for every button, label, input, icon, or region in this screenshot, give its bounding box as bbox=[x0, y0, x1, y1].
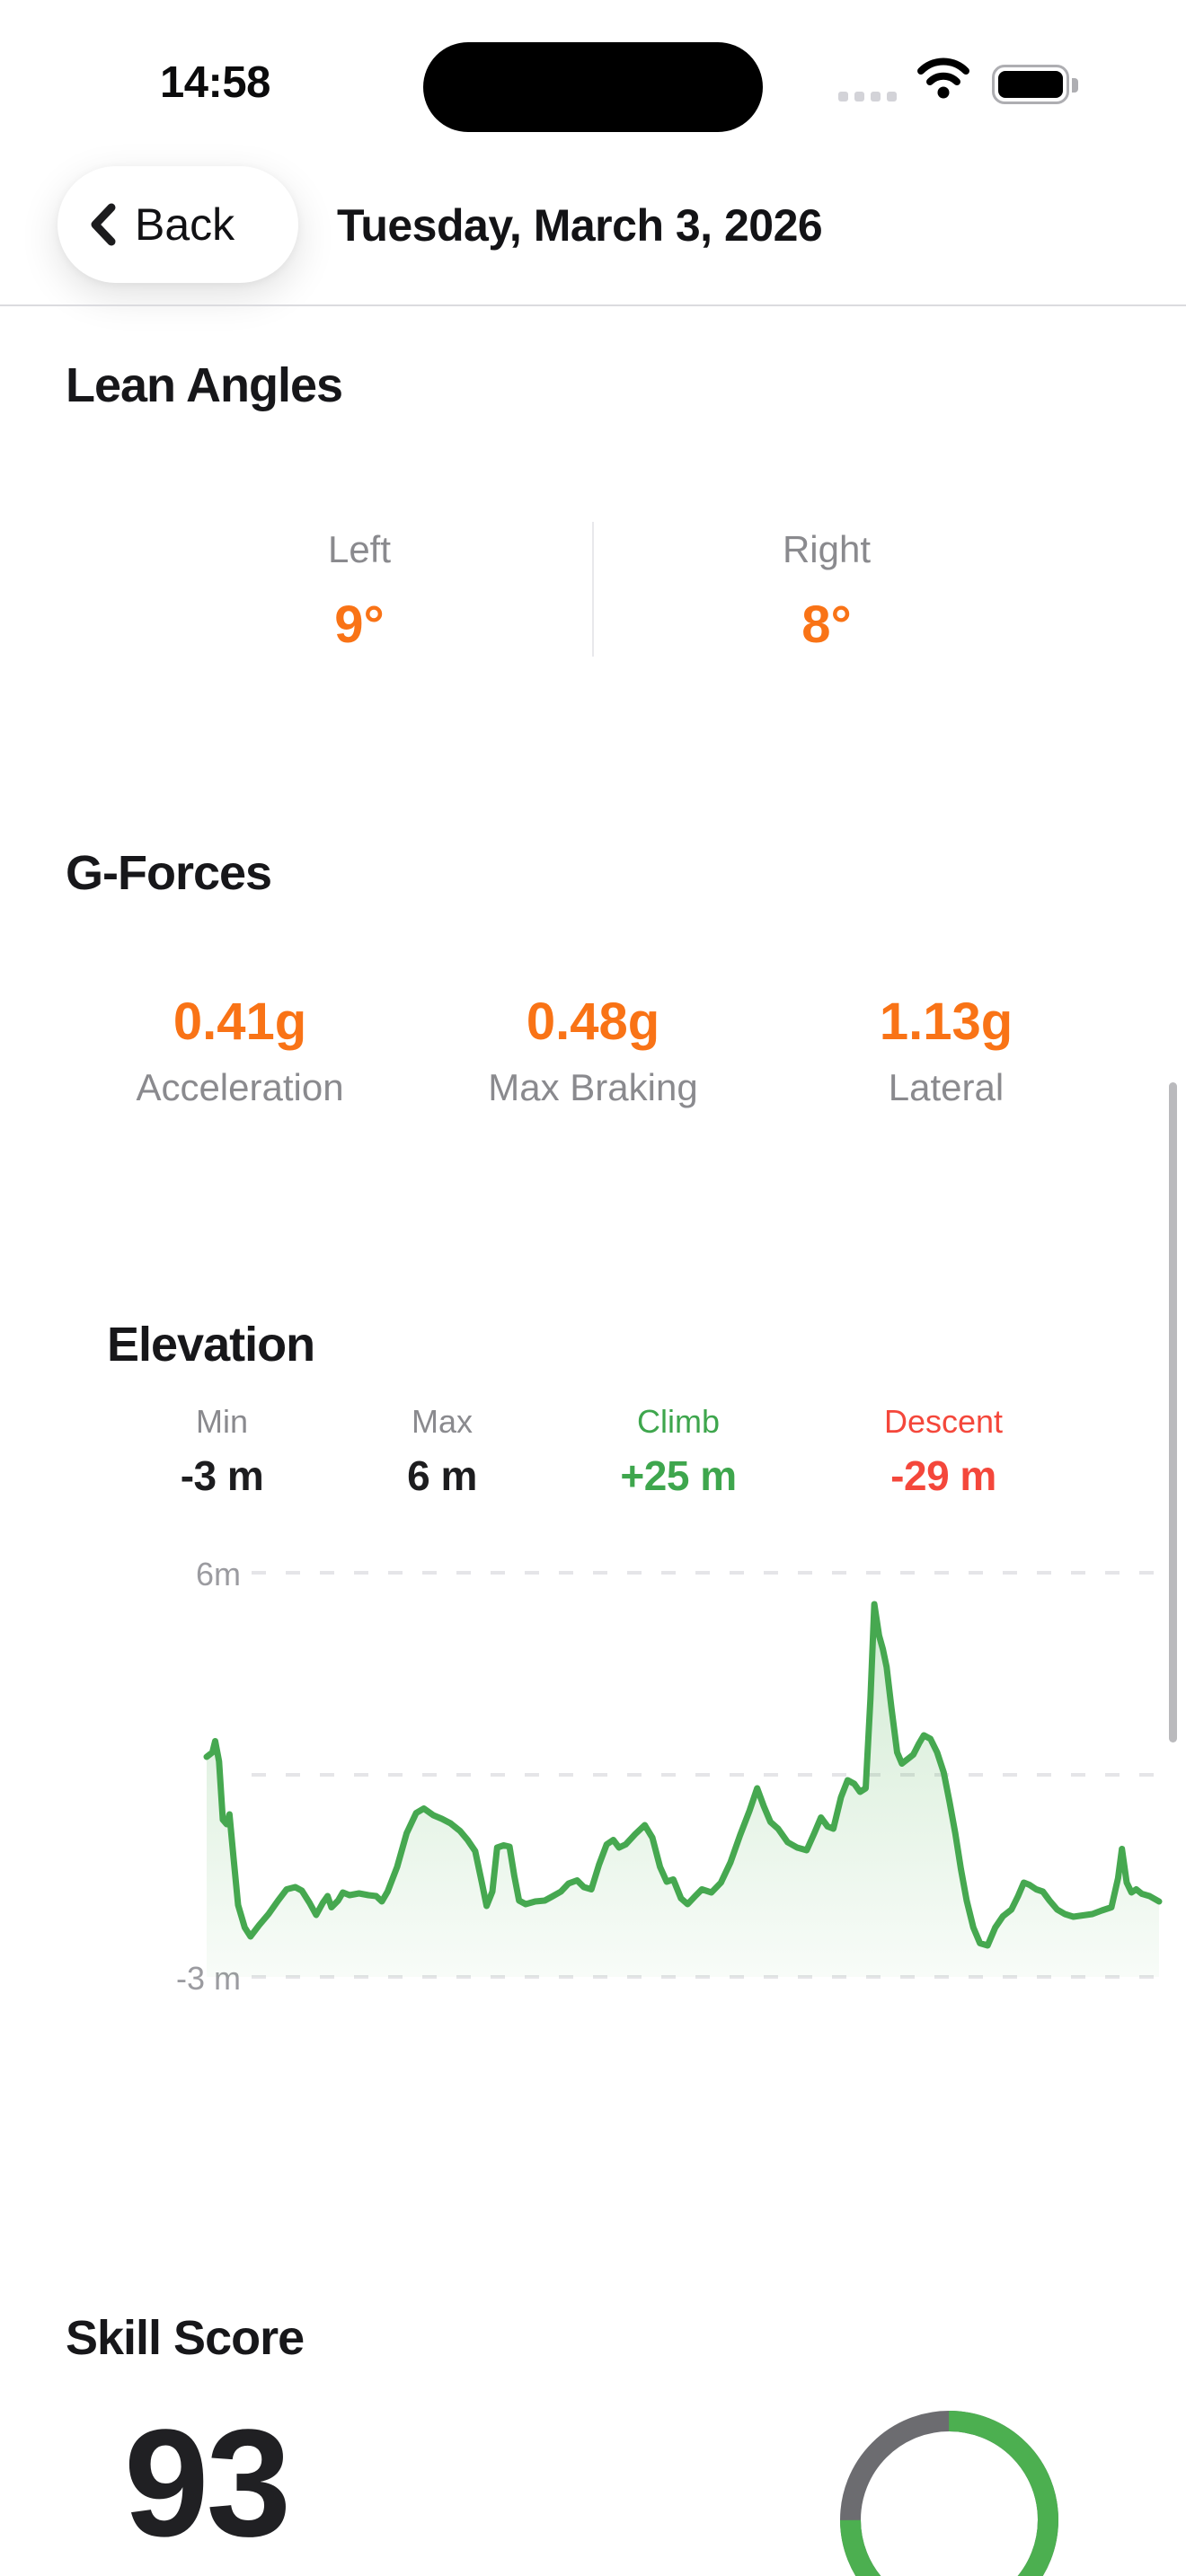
dynamic-island bbox=[423, 42, 763, 132]
lean-column-divider bbox=[592, 522, 594, 657]
elevation-climb-value: +25 m bbox=[620, 1452, 737, 1499]
cellular-dot bbox=[838, 92, 848, 101]
lean-angle-right: Right 8° bbox=[575, 528, 1078, 655]
elevation-max-label: Max bbox=[411, 1403, 474, 1440]
elevation-descent-label: Descent bbox=[883, 1403, 1004, 1440]
wifi-icon bbox=[917, 57, 969, 99]
elevation-max-value: 6 m bbox=[407, 1452, 477, 1499]
elevation-stat-climb: Climb +25 m bbox=[620, 1403, 737, 1500]
g-force-max-braking-label: Max Braking bbox=[488, 1066, 698, 1108]
chevron-left-icon bbox=[91, 203, 116, 246]
skill-score-value: 93 bbox=[124, 2398, 291, 2569]
elevation-stat-min: Min -3 m bbox=[181, 1403, 264, 1500]
elevation-stat-max: Max 6 m bbox=[407, 1403, 477, 1500]
elevation-min-label: Min bbox=[195, 1403, 248, 1440]
cellular-dots-icon bbox=[838, 92, 897, 101]
skill-score-ring bbox=[840, 2411, 1058, 2576]
battery-nub bbox=[1072, 78, 1078, 93]
header-divider bbox=[0, 304, 1186, 306]
elevation-chart bbox=[203, 1571, 1168, 1979]
section-heading-lean-angles: Lean Angles bbox=[66, 358, 343, 412]
elevation-axis-top-label: 6m bbox=[195, 1556, 241, 1592]
elevation-line bbox=[203, 1601, 1163, 1949]
elevation-descent-value: -29 m bbox=[890, 1452, 996, 1499]
elevation-stat-descent: Descent -29 m bbox=[884, 1403, 1003, 1500]
g-force-max-braking: 0.48g Max Braking bbox=[395, 992, 791, 1109]
cellular-dot bbox=[887, 92, 897, 101]
section-heading-g-forces: G-Forces bbox=[66, 846, 272, 900]
g-force-acceleration-value: 0.41g bbox=[173, 992, 307, 1051]
ring-progress bbox=[840, 2411, 1058, 2576]
lean-angle-left: Left 9° bbox=[108, 528, 611, 655]
cellular-dot bbox=[854, 92, 864, 101]
g-force-max-braking-value: 0.48g bbox=[526, 992, 660, 1051]
battery-icon bbox=[992, 65, 1069, 104]
g-force-lateral-label: Lateral bbox=[888, 1066, 1005, 1108]
back-button[interactable]: Back bbox=[58, 166, 298, 283]
back-button-label: Back bbox=[135, 199, 235, 250]
lean-right-value: 8° bbox=[801, 595, 852, 654]
elevation-min-value: -3 m bbox=[180, 1452, 264, 1499]
scrollbar[interactable] bbox=[1169, 1082, 1177, 1742]
lean-left-label: Left bbox=[327, 528, 392, 570]
g-force-acceleration: 0.41g Acceleration bbox=[42, 992, 438, 1109]
status-time: 14:58 bbox=[160, 58, 270, 107]
page-title: Tuesday, March 3, 2026 bbox=[337, 200, 823, 251]
battery-fill bbox=[998, 71, 1063, 98]
section-heading-skill-score: Skill Score bbox=[66, 2311, 305, 2365]
g-force-lateral-value: 1.13g bbox=[879, 992, 1013, 1051]
lean-right-label: Right bbox=[782, 528, 872, 570]
lean-left-value: 9° bbox=[334, 595, 385, 654]
cellular-dot bbox=[871, 92, 881, 101]
section-heading-elevation: Elevation bbox=[107, 1318, 315, 1372]
elevation-climb-label: Climb bbox=[636, 1403, 720, 1440]
elevation-area-fill bbox=[207, 1604, 1159, 1977]
g-force-lateral: 1.13g Lateral bbox=[748, 992, 1144, 1109]
g-force-acceleration-label: Acceleration bbox=[136, 1066, 344, 1108]
